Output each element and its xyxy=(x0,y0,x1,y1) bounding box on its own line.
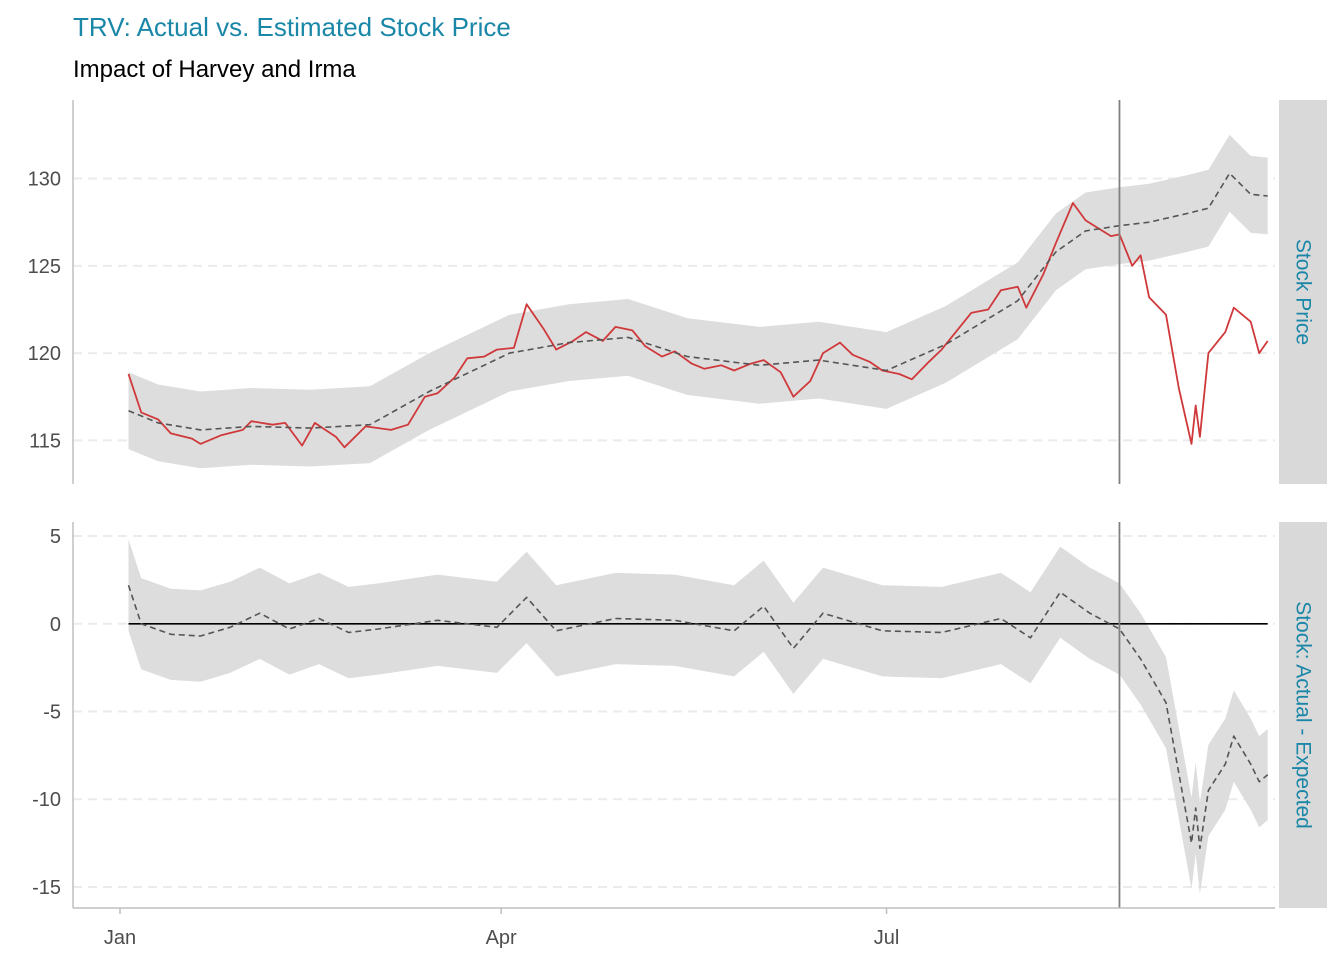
difference-line xyxy=(127,584,1269,850)
x-tick-label: Jan xyxy=(104,927,136,949)
chart-subtitle: Impact of Harvey and Irma xyxy=(73,56,356,83)
facet-strip xyxy=(1279,522,1327,908)
y-tick-label: 115 xyxy=(29,430,61,452)
y-tick-label: 120 xyxy=(28,343,61,365)
facet-strip xyxy=(1279,100,1327,484)
facet-strip-label: Stock Price xyxy=(1292,239,1315,345)
y-tick-label: -5 xyxy=(43,701,61,723)
y-tick-label: -10 xyxy=(32,789,61,811)
actual-price-line xyxy=(127,202,1269,449)
y-tick-label: 5 xyxy=(50,526,61,548)
y-tick-label: -15 xyxy=(32,877,61,899)
expected-price-line xyxy=(128,172,1268,431)
y-tick-label: 0 xyxy=(50,614,61,636)
confidence-ribbon xyxy=(128,134,1268,469)
stock-price-panel: 115 120 125 130 Stock Price xyxy=(28,100,1327,484)
actual-minus-expected-panel: 5 0 -5 -10 -15 Stock: Actual - Expected Jan Apr… xyxy=(32,522,1327,949)
y-tick-label: 130 xyxy=(28,169,61,191)
x-tick-label: Apr xyxy=(486,927,517,949)
confidence-ribbon xyxy=(128,539,1268,894)
y-tick-label: 125 xyxy=(28,256,61,278)
chart-title: TRV: Actual vs. Estimated Stock Price xyxy=(73,12,511,42)
facet-strip-label: Stock: Actual - Expected xyxy=(1292,601,1315,829)
x-tick-label: Jul xyxy=(874,927,900,949)
